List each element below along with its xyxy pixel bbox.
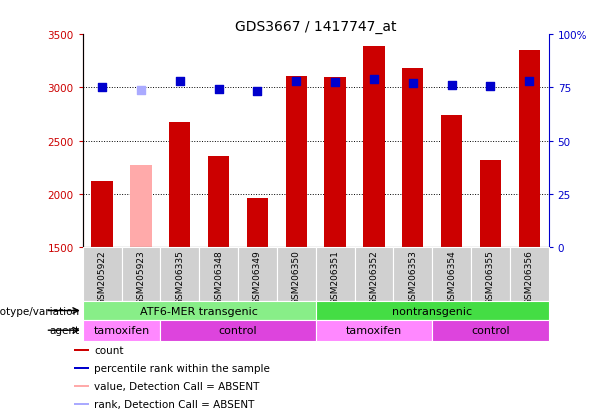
Bar [74,349,89,351]
Point [136,87,146,94]
Text: value, Detection Call = ABSENT: value, Detection Call = ABSENT [94,381,260,391]
Bar [169,122,191,248]
Text: tamoxifen: tamoxifen [93,325,150,335]
Bar [74,385,89,387]
Point [369,76,379,83]
Bar [471,248,510,301]
Text: GSM206351: GSM206351 [330,249,340,304]
Text: rank, Detection Call = ABSENT: rank, Detection Call = ABSENT [94,399,255,409]
Point [408,81,417,87]
Title: GDS3667 / 1417747_at: GDS3667 / 1417747_at [235,20,397,34]
Bar [441,116,462,248]
Text: ATF6-MER transgenic: ATF6-MER transgenic [140,306,258,316]
Bar [316,301,549,320]
Bar [74,403,89,405]
Text: control: control [471,325,510,335]
Point [524,78,534,85]
Text: GSM205923: GSM205923 [137,249,145,304]
Point [214,86,224,93]
Bar [121,248,161,301]
Point [253,88,262,95]
Bar [316,248,354,301]
Point [291,78,301,85]
Point [485,84,495,90]
Bar [324,78,346,248]
Text: nontransgenic: nontransgenic [392,306,472,316]
Text: GSM206335: GSM206335 [175,249,185,304]
Text: GSM205922: GSM205922 [97,249,107,304]
Text: GSM206350: GSM206350 [292,249,301,304]
Bar [131,166,151,248]
Bar [83,301,316,320]
Bar [208,157,229,248]
Text: control: control [219,325,257,335]
Bar [91,182,113,248]
Text: genotype/variation: genotype/variation [0,306,80,316]
Text: GSM206348: GSM206348 [214,249,223,304]
Point [175,78,185,85]
Text: tamoxifen: tamoxifen [346,325,402,335]
Point [447,83,457,90]
Point [330,80,340,86]
Bar [74,367,89,369]
Bar [286,76,307,248]
Text: GSM206352: GSM206352 [370,249,378,304]
Bar [161,320,316,341]
Bar [161,248,199,301]
Text: GSM206349: GSM206349 [253,249,262,304]
Bar [247,199,268,248]
Bar [402,69,424,248]
Bar [354,248,394,301]
Bar [510,248,549,301]
Text: count: count [94,345,124,355]
Text: GSM206355: GSM206355 [486,249,495,304]
Bar [199,248,238,301]
Bar [364,47,384,248]
Text: GSM206353: GSM206353 [408,249,417,304]
Text: GSM206356: GSM206356 [525,249,534,304]
Bar [83,248,121,301]
Bar [394,248,432,301]
Bar [519,51,540,248]
Bar [316,320,432,341]
Bar [432,320,549,341]
Bar [238,248,277,301]
Point [97,85,107,92]
Bar [432,248,471,301]
Bar [277,248,316,301]
Bar [83,320,161,341]
Text: agent: agent [50,325,80,335]
Text: GSM206354: GSM206354 [447,249,456,304]
Text: percentile rank within the sample: percentile rank within the sample [94,363,270,373]
Bar [480,161,501,248]
